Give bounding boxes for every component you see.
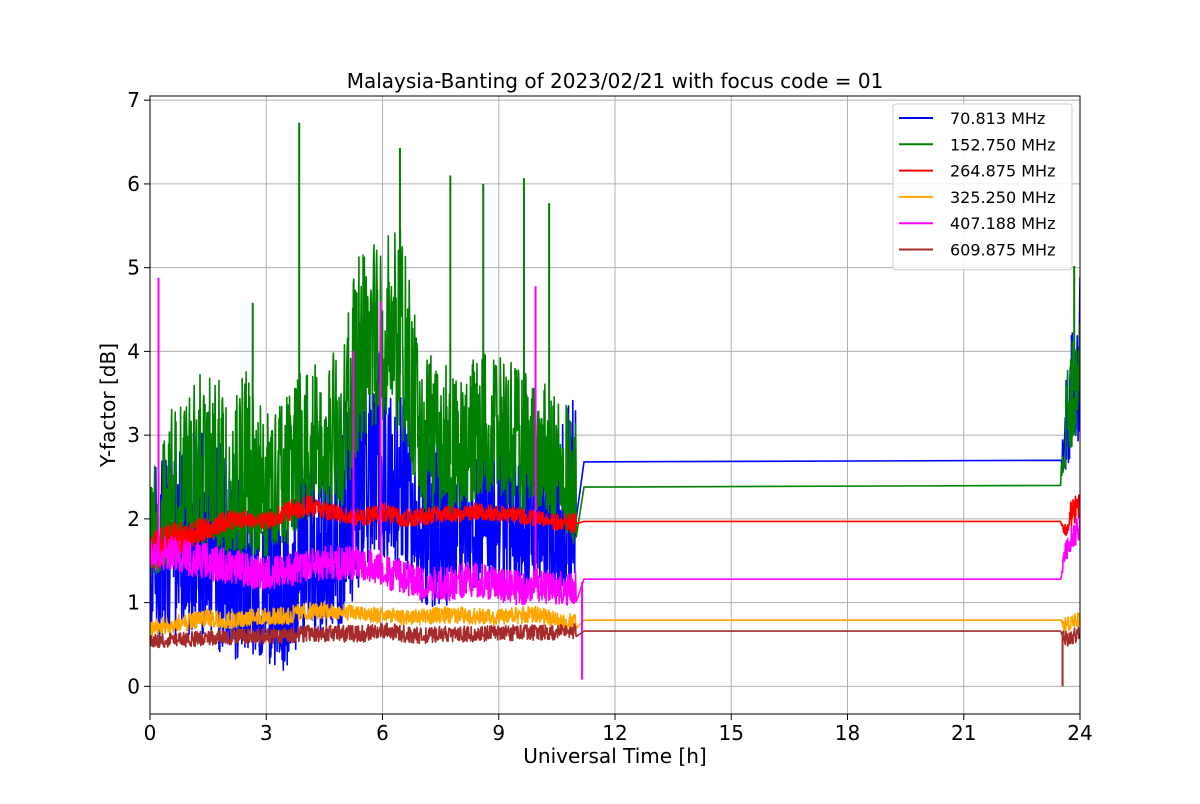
x-tick-label: 18 (835, 721, 860, 745)
legend-label: 70.813 MHz (950, 109, 1045, 128)
x-tick-label: 24 (1067, 721, 1092, 745)
legend-label: 264.875 MHz (950, 162, 1055, 181)
series-3 (150, 601, 1080, 639)
series-2 (150, 494, 1080, 569)
y-tick-label: 2 (127, 507, 140, 531)
legend-label: 407.188 MHz (950, 214, 1055, 233)
series-1 (150, 122, 1080, 575)
series-line (150, 601, 1080, 639)
y-tick-label: 0 (127, 674, 140, 698)
legend-label: 609.875 MHz (950, 241, 1055, 260)
x-tick-label: 6 (376, 721, 389, 745)
y-tick-label: 4 (127, 339, 140, 363)
x-tick-label: 0 (144, 721, 157, 745)
series-4 (150, 277, 1080, 680)
x-tick-label: 9 (492, 721, 505, 745)
y-tick-label: 6 (127, 172, 140, 196)
x-tick-label: 3 (260, 721, 273, 745)
series-line (150, 494, 1080, 569)
series-group (150, 122, 1080, 687)
series-line (150, 514, 1080, 606)
y-tick-label: 5 (127, 256, 140, 280)
x-tick-label: 12 (602, 721, 627, 745)
y-axis-label: Y-factor [dB] (96, 343, 120, 468)
legend-label: 152.750 MHz (950, 135, 1055, 154)
legend-frame (892, 103, 1073, 271)
series-line (150, 226, 1080, 575)
series-line (150, 622, 1080, 649)
chart-title: Malaysia-Banting of 2023/02/21 with focu… (347, 69, 884, 93)
series-line (150, 276, 1080, 671)
x-axis-label: Universal Time [h] (523, 744, 706, 768)
y-tick-label: 3 (127, 423, 140, 447)
series-0 (150, 276, 1080, 671)
x-tick-label: 15 (719, 721, 744, 745)
y-tick-label: 1 (127, 591, 140, 615)
legend: 70.813 MHz 152.750 MHz 264.875 MHz 325.250 … (892, 103, 1073, 271)
y-tick-label: 7 (127, 88, 140, 112)
series-5 (150, 622, 1080, 687)
x-tick-label: 21 (951, 721, 976, 745)
legend-label: 325.250 MHz (950, 188, 1055, 207)
